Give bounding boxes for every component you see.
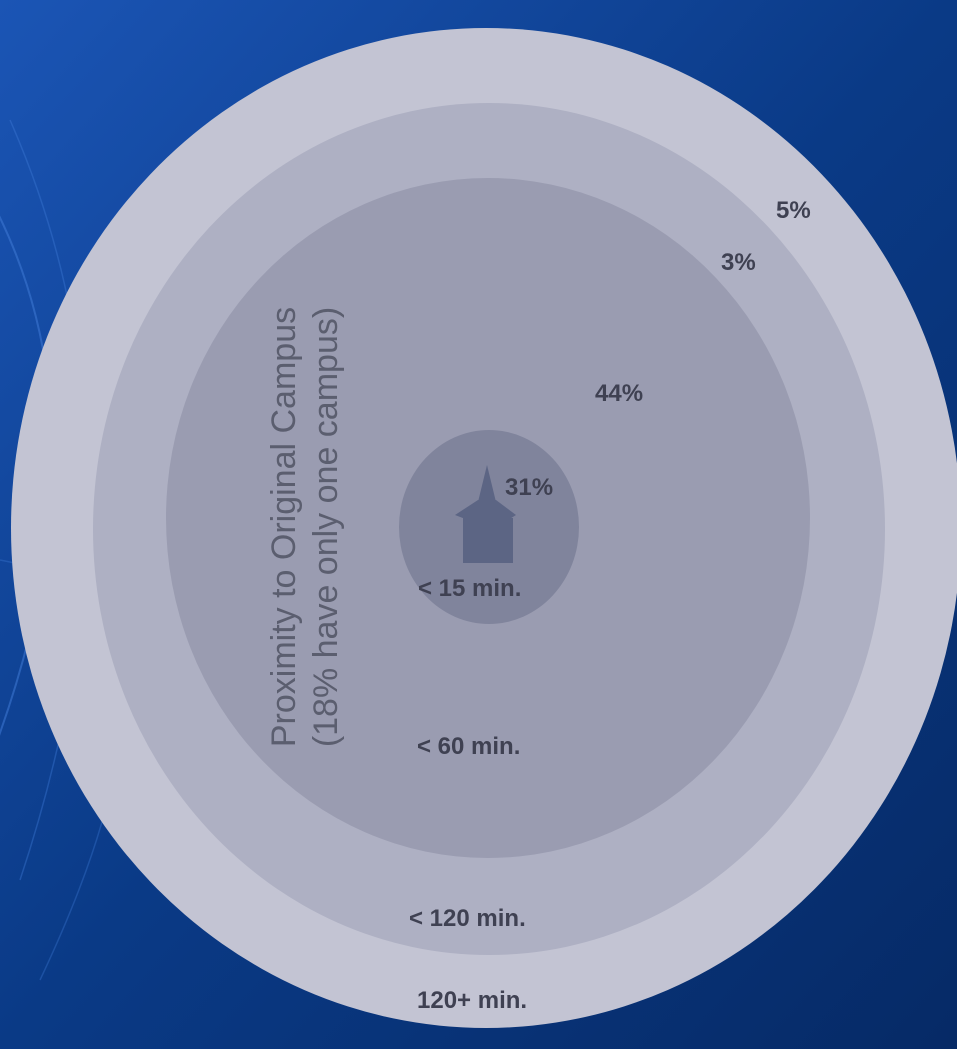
ring-120plus-time-label: 120+ min. — [417, 987, 528, 1014]
title-line-1: Proximity to Original Campus — [265, 306, 303, 748]
ring-15-percent: 31% — [505, 474, 554, 501]
ring-15-time-label: < 15 min. — [418, 575, 522, 602]
ring-120plus-percent: 5% — [776, 197, 811, 224]
title-line-2: (18% have only one campus) — [307, 306, 345, 748]
church-icon — [455, 465, 516, 563]
ring-60-percent: 44% — [595, 380, 644, 407]
ring-120-time-label: < 120 min. — [409, 905, 526, 932]
ring-60-time-label: < 60 min. — [417, 733, 521, 760]
ring-120-percent: 3% — [721, 249, 756, 276]
